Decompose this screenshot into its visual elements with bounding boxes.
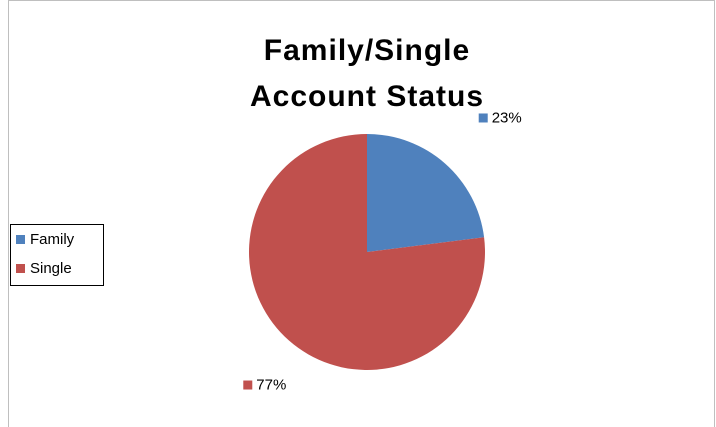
data-label-key — [478, 113, 488, 123]
legend-box — [10, 224, 104, 286]
data-label: 77% — [256, 376, 286, 393]
legend-key — [16, 235, 25, 244]
data-label: 23% — [492, 109, 522, 126]
pie-slice — [367, 134, 485, 252]
chart-title: Family/Single Account Status — [249, 34, 485, 113]
legend-label: Single — [30, 260, 72, 277]
chart-border — [8, 0, 715, 427]
legend-key — [16, 264, 25, 273]
legend-label: Family — [30, 231, 75, 248]
data-label-key — [243, 380, 253, 390]
pie-slice — [249, 134, 485, 370]
